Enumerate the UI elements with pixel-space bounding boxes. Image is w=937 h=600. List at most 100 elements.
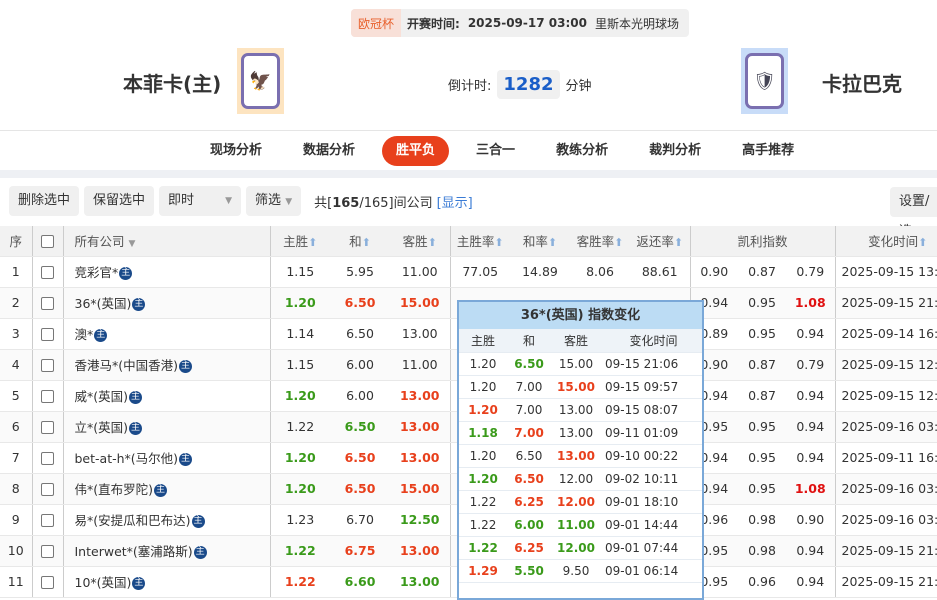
kelly-cell: 0.95 <box>738 411 786 443</box>
row-seq: 4 <box>0 349 32 381</box>
rate-cell: 77.05 <box>449 256 510 288</box>
away-team-logo[interactable]: 🛡 <box>741 48 788 114</box>
odds-home: 1.22 <box>269 411 330 443</box>
home-team[interactable]: 本菲卡(主) <box>123 72 222 96</box>
row-seq: 3 <box>0 318 32 350</box>
company-name[interactable]: 立*(英国) 主 <box>62 411 270 443</box>
company-name[interactable]: 威*(英国) 主 <box>62 380 270 412</box>
kelly-cell: 1.08 <box>786 473 836 505</box>
row-checkbox[interactable] <box>31 287 63 319</box>
row-checkbox[interactable] <box>31 504 63 536</box>
tab-5[interactable]: 裁判分析 <box>649 142 702 158</box>
row-seq: 6 <box>0 411 32 443</box>
col-home-rate[interactable]: 主胜率⬆ <box>449 226 510 257</box>
kelly-cell: 0.95 <box>738 473 786 505</box>
mode-select[interactable]: 即时 ▼ <box>159 186 242 216</box>
kelly-cell: 0.96 <box>738 566 786 598</box>
main-badge-icon: 主 <box>179 360 193 373</box>
odds-draw: 6.50 <box>330 442 390 474</box>
kelly-cell: 0.94 <box>786 442 836 474</box>
company-name[interactable]: 竞彩官* 主 <box>62 256 270 288</box>
row-checkbox[interactable] <box>31 380 63 412</box>
table-row[interactable]: 2 36*(英国) 主 1.20 6.50 15.00 0.94 0.95 1.08 2025-… <box>0 287 937 319</box>
odds-home: 1.22 <box>269 566 330 598</box>
popup-row: 1.22 6.00 11.00 09-01 14:44 <box>459 514 702 537</box>
col-kelly: 凯利指数 <box>689 226 836 257</box>
odds-home: 1.14 <box>269 318 330 350</box>
tab-2[interactable]: 胜平负 <box>382 135 450 166</box>
company-name[interactable]: Interwet*(塞浦路斯) 主 <box>62 535 270 567</box>
row-checkbox[interactable] <box>31 256 63 288</box>
col-home[interactable]: 主胜⬆ <box>269 226 330 257</box>
col-draw-rate[interactable]: 和率⬆ <box>510 226 570 257</box>
row-seq: 8 <box>0 473 32 505</box>
company-name[interactable]: 36*(英国) 主 <box>62 287 270 319</box>
row-checkbox[interactable] <box>31 442 63 474</box>
company-name[interactable]: bet-at-h*(马尔他) 主 <box>62 442 270 474</box>
main-badge-icon: 主 <box>129 391 143 404</box>
tab-0[interactable]: 现场分析 <box>210 142 263 158</box>
change-time: 2025-09-15 13:47 <box>834 256 937 288</box>
sort-up-icon: ⬆ <box>918 236 928 250</box>
company-name[interactable]: 澳* 主 <box>62 318 270 350</box>
kelly-cell: 0.90 <box>689 256 738 288</box>
popup-row: 1.20 7.00 15.00 09-15 09:57 <box>459 376 702 399</box>
kelly-cell: 0.98 <box>738 504 786 536</box>
kelly-cell: 0.87 <box>738 349 786 381</box>
col-return[interactable]: 返还率⬆ <box>630 226 690 257</box>
row-checkbox[interactable] <box>31 473 63 505</box>
settings-button[interactable]: 设置/选 <box>890 187 937 239</box>
table-row[interactable]: 1 竞彩官* 主 1.15 5.95 11.00 77.05 14.89 8.06 88.61 0… <box>0 256 937 288</box>
row-checkbox[interactable] <box>31 411 63 443</box>
kelly-cell: 0.94 <box>786 318 836 350</box>
company-name[interactable]: 香港马*(中国香港) 主 <box>62 349 270 381</box>
popup-title: 36*(英国) 指数变化 <box>459 302 702 329</box>
odds-draw: 6.00 <box>330 349 390 381</box>
tab-4[interactable]: 教练分析 <box>556 142 609 158</box>
col-draw[interactable]: 和⬆ <box>330 226 390 257</box>
sort-up-icon: ⬆ <box>361 236 371 250</box>
odds-home: 1.15 <box>269 256 330 288</box>
company-name[interactable]: 易*(安提瓜和巴布达) 主 <box>62 504 270 536</box>
odds-away: 13.00 <box>390 411 450 443</box>
popup-row: 1.18 7.00 13.00 09-11 01:09 <box>459 422 702 445</box>
row-checkbox[interactable] <box>31 349 63 381</box>
home-team-logo[interactable]: 🦅 <box>237 48 284 114</box>
match-header: 欧冠杯 开赛时间: 2025-09-17 03:00 里斯本光明球场 本菲卡(主… <box>0 0 937 130</box>
popup-row: 1.20 6.50 12.00 09-02 10:11 <box>459 468 702 491</box>
row-seq: 5 <box>0 380 32 412</box>
odds-home: 1.15 <box>269 349 330 381</box>
row-checkbox[interactable] <box>31 535 63 567</box>
col-away[interactable]: 客胜⬆ <box>390 226 450 257</box>
filter-label: 筛选 <box>255 193 282 208</box>
keep-selected-button[interactable]: 保留选中 <box>84 186 155 216</box>
row-checkbox[interactable] <box>31 318 63 350</box>
away-team[interactable]: 卡拉巴克 <box>822 72 902 96</box>
company-name[interactable]: 10*(英国) 主 <box>62 566 270 598</box>
main-badge-icon: 主 <box>193 546 207 559</box>
row-checkbox[interactable] <box>31 566 63 598</box>
col-time[interactable]: 变化时间⬆ <box>834 226 937 257</box>
odds-draw: 5.95 <box>330 256 390 288</box>
company-name[interactable]: 伟*(直布罗陀) 主 <box>62 473 270 505</box>
delete-selected-button[interactable]: 删除选中 <box>9 186 80 216</box>
odds-away: 13.00 <box>390 318 450 350</box>
kelly-cell: 0.90 <box>786 504 836 536</box>
rate-cell: 88.61 <box>630 256 690 288</box>
tab-1[interactable]: 数据分析 <box>303 142 356 158</box>
odds-away: 13.00 <box>390 566 450 598</box>
popup-row: 1.22 6.25 12.00 09-01 07:44 <box>459 537 702 560</box>
tab-6[interactable]: 高手推荐 <box>742 142 795 158</box>
tab-3[interactable]: 三合一 <box>476 142 516 158</box>
kelly-cell: 0.95 <box>738 318 786 350</box>
col-away-rate[interactable]: 客胜率⬆ <box>570 226 630 257</box>
odds-away: 13.00 <box>390 535 450 567</box>
select-all-checkbox[interactable] <box>31 226 63 257</box>
filter-dropdown[interactable]: 筛选 ▼ <box>246 186 302 216</box>
row-seq: 9 <box>0 504 32 536</box>
col-company[interactable]: 所有公司 ▼ <box>62 226 270 257</box>
odds-away: 12.50 <box>390 504 450 536</box>
change-time: 2025-09-15 21:06 <box>834 287 937 319</box>
show-link[interactable]: [显示] <box>436 195 473 211</box>
competition-badge[interactable]: 欧冠杯 <box>351 9 402 37</box>
